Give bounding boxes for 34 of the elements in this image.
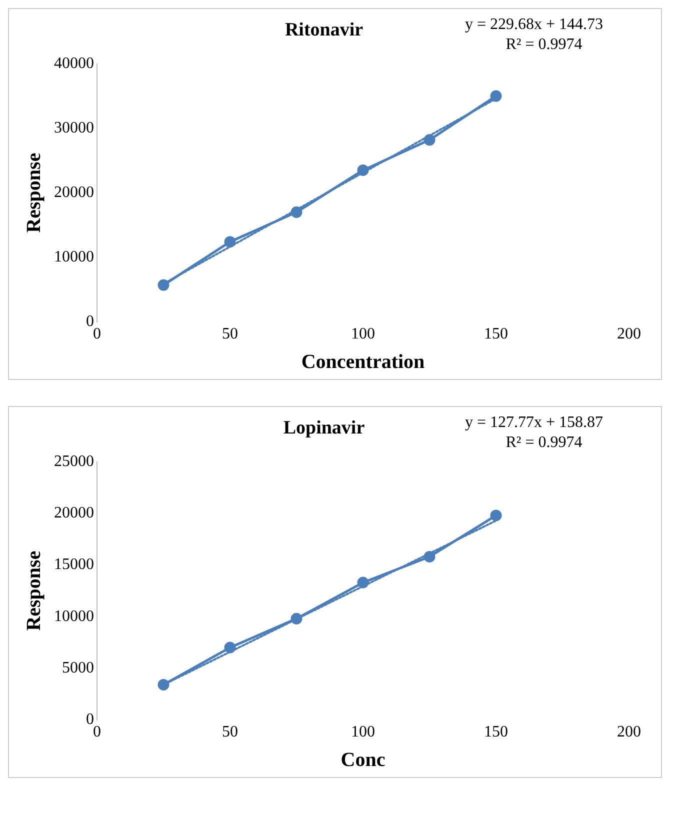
y-tick-label: 0	[86, 313, 94, 330]
y-tick-label: 15000	[54, 556, 94, 574]
point	[224, 236, 236, 248]
text: R² = 0.9974	[506, 434, 582, 451]
x-axis-title: Concentration	[301, 351, 425, 374]
x-tick-label: 100	[351, 326, 375, 343]
x-tick-label: 50	[222, 326, 238, 343]
x-tick-label: 200	[617, 724, 641, 741]
y-tick-label: 5000	[62, 659, 94, 676]
x-tick-label: 150	[484, 724, 508, 741]
x-tick-label: 50	[222, 724, 238, 741]
y-tick-label: 20000	[54, 504, 94, 522]
y-axis-title: Response	[23, 152, 46, 233]
y-tick-label: 25000	[54, 453, 94, 470]
text: y = 127.77x + 158.87	[464, 414, 604, 431]
x-axis-title: Conc	[340, 749, 386, 772]
text: R² = 0.9974	[506, 36, 582, 53]
point	[158, 678, 170, 690]
y-axis-title: Response	[23, 550, 46, 631]
y-tick-label: 20000	[54, 184, 94, 202]
y-tick-label: 0	[86, 711, 94, 728]
point	[490, 90, 502, 102]
point	[490, 510, 502, 522]
x-tick-label: 150	[484, 326, 508, 343]
chart-title: Lopinavir	[283, 417, 366, 438]
y-tick-label: 40000	[54, 55, 94, 72]
text: y = 229.68x + 144.73	[464, 16, 604, 33]
y-tick-label: 10000	[54, 608, 94, 625]
x-tick-label: 200	[617, 326, 641, 343]
chart-title: Ritonavir	[284, 19, 364, 40]
y-tick-label: 30000	[54, 120, 94, 137]
point	[158, 279, 170, 291]
y-tick-label: 10000	[54, 248, 94, 266]
x-tick-label: 100	[351, 724, 375, 741]
